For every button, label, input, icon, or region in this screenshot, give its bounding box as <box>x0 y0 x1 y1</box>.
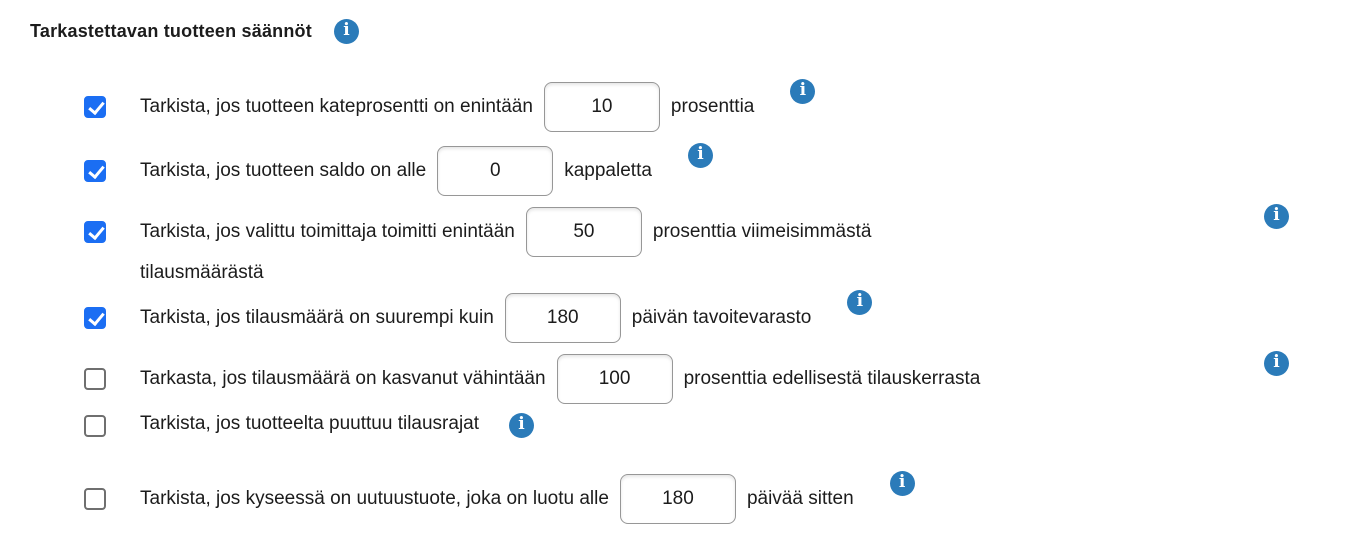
info-glyph: i <box>1273 205 1280 225</box>
rule-row-new-product: Tarkista, jos kyseessä on uutuustuote, j… <box>84 471 1289 524</box>
checkbox-order-growth[interactable] <box>84 368 106 390</box>
rule-body: Tarkasta, jos tilausmäärä on kasvanut vä… <box>140 354 980 404</box>
info-icon-target-stock-days[interactable]: i <box>847 290 873 315</box>
rule-row-missing-order-limits: Tarkista, jos tuotteelta puuttuu tilausr… <box>84 413 1289 438</box>
info-glyph: i <box>518 414 525 434</box>
info-glyph: i <box>1273 352 1280 372</box>
input-new-product-days[interactable] <box>619 474 736 524</box>
info-icon-supplier-share[interactable]: i <box>1264 204 1289 229</box>
checkbox-target-stock-days[interactable] <box>84 307 106 329</box>
rule-text-before: Tarkista, jos tuotteen kateprosentti on … <box>140 96 533 117</box>
rule-text-after: prosenttia viimeisimmästä <box>652 221 872 242</box>
rule-text-after: päivän tavoitevarasto <box>631 307 812 328</box>
info-icon-missing-order-limits[interactable]: i <box>509 413 535 438</box>
input-margin-percent[interactable] <box>543 82 660 132</box>
info-icon-margin-percent[interactable]: i <box>790 79 816 104</box>
rule-text-after: prosenttia edellisestä tilauskerrasta <box>683 368 981 389</box>
rule-row-target-stock-days: Tarkista, jos tilausmäärä on suurempi ku… <box>84 290 1289 343</box>
checkbox-new-product[interactable] <box>84 488 106 510</box>
rule-body: Tarkista, jos tuotteen kateprosentti on … <box>140 82 754 132</box>
info-icon-new-product[interactable]: i <box>889 471 915 496</box>
input-stock-balance[interactable] <box>437 146 554 196</box>
rule-text-before: Tarkista, jos valittu toimittaja toimitt… <box>140 221 515 242</box>
rule-text-before: Tarkista, jos tilausmäärä on suurempi ku… <box>140 307 494 328</box>
info-glyph: i <box>343 20 350 40</box>
info-glyph: i <box>799 80 807 100</box>
checkbox-margin-percent[interactable] <box>84 96 106 118</box>
info-glyph: i <box>898 472 906 492</box>
info-glyph: i <box>856 291 864 311</box>
checkbox-missing-order-limits[interactable] <box>84 415 106 437</box>
rule-body: Tarkista, jos valittu toimittaja toimitt… <box>140 207 871 284</box>
rule-text-before: Tarkista, jos kyseessä on uutuustuote, j… <box>140 488 609 509</box>
info-icon-stock-balance[interactable]: i <box>687 143 713 168</box>
rule-text-after: kappaletta <box>564 160 652 181</box>
rule-body: Tarkista, jos kyseessä on uutuustuote, j… <box>140 474 854 524</box>
rule-body: Tarkista, jos tuotteen saldo on alle kap… <box>140 146 652 196</box>
rule-text-before: Tarkista, jos tuotteelta puuttuu tilausr… <box>140 413 480 434</box>
input-supplier-share[interactable] <box>525 207 642 257</box>
rule-body: Tarkista, jos tuotteelta puuttuu tilausr… <box>140 413 479 435</box>
panel-header: Tarkastettavan tuotteen säännöt i <box>30 19 1360 44</box>
info-glyph: i <box>697 144 704 164</box>
rule-row-stock-balance: Tarkista, jos tuotteen saldo on alle kap… <box>84 143 1289 196</box>
page-title: Tarkastettavan tuotteen säännöt <box>30 21 312 41</box>
rule-row-margin-percent: Tarkista, jos tuotteen kateprosentti on … <box>84 79 1289 132</box>
rule-body: Tarkista, jos tilausmäärä on suurempi ku… <box>140 293 811 343</box>
info-icon-order-growth[interactable]: i <box>1264 351 1289 376</box>
rule-text-before: Tarkasta, jos tilausmäärä on kasvanut vä… <box>140 368 546 389</box>
rule-row-order-growth: Tarkasta, jos tilausmäärä on kasvanut vä… <box>84 351 1289 404</box>
input-target-stock-days[interactable] <box>504 293 621 343</box>
checkbox-stock-balance[interactable] <box>84 160 106 182</box>
input-order-growth[interactable] <box>556 354 673 404</box>
rule-text-before: Tarkista, jos tuotteen saldo on alle <box>140 160 427 181</box>
checkbox-supplier-share[interactable] <box>84 221 106 243</box>
info-icon-title[interactable]: i <box>333 19 359 44</box>
rule-text-after: prosenttia <box>670 96 755 117</box>
rules-list: Tarkista, jos tuotteen kateprosentti on … <box>84 79 1289 524</box>
rule-row-supplier-share: Tarkista, jos valittu toimittaja toimitt… <box>84 204 1289 284</box>
rule-text-after: päivää sitten <box>746 488 854 509</box>
rule-text-wrapped: tilausmäärästä <box>140 262 264 283</box>
